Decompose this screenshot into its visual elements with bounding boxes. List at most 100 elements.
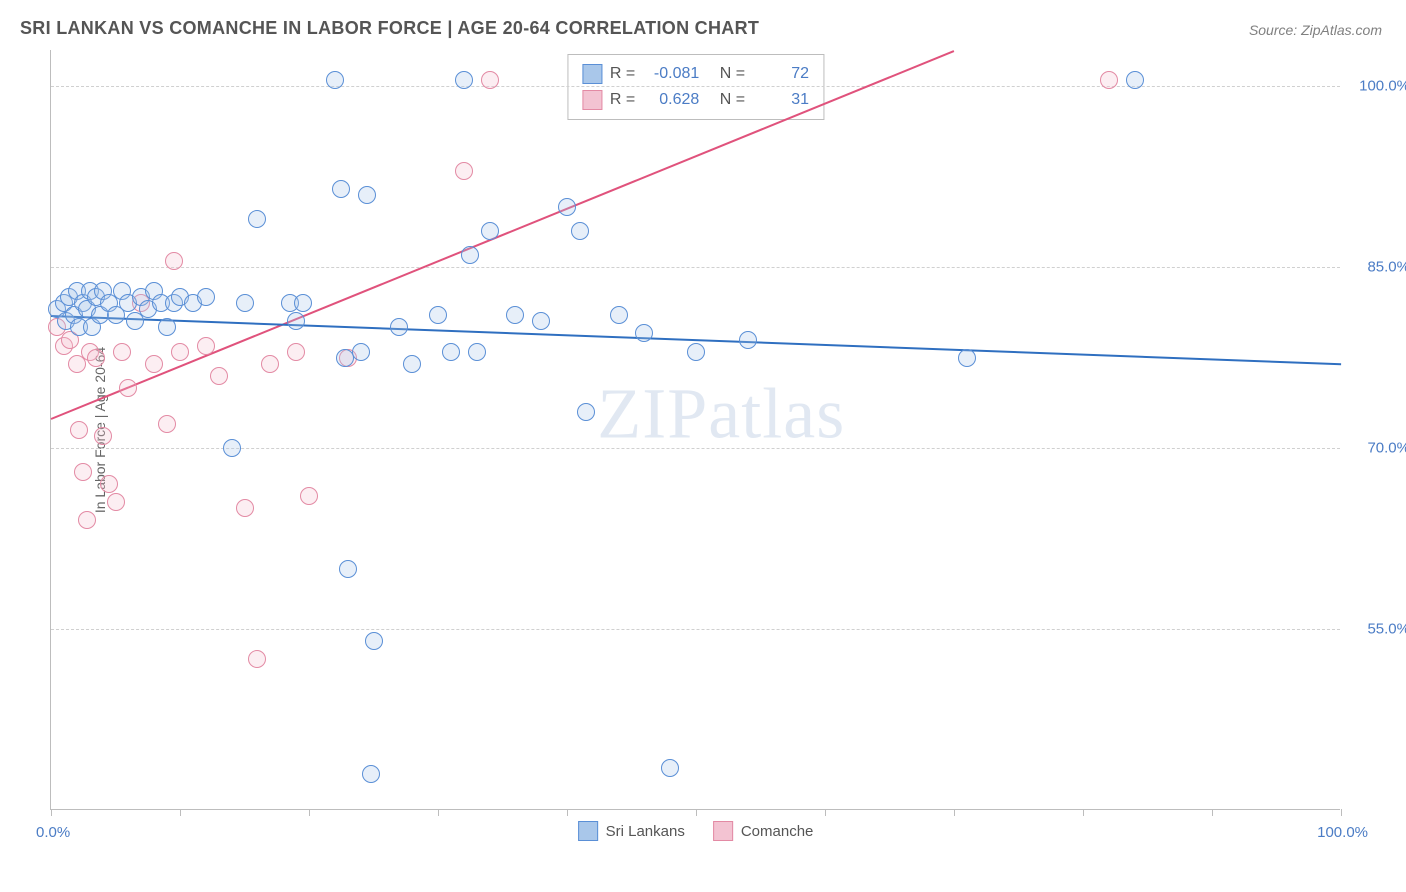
legend-item: Comanche — [713, 821, 814, 841]
data-point — [300, 487, 318, 505]
x-tick — [954, 809, 955, 816]
data-point — [119, 379, 137, 397]
data-point — [352, 343, 370, 361]
data-point — [100, 475, 118, 493]
x-tick-label-min: 0.0% — [36, 824, 70, 841]
data-point — [661, 759, 679, 777]
data-point — [158, 318, 176, 336]
r-label: R = — [610, 61, 635, 87]
data-point — [687, 343, 705, 361]
data-point — [78, 511, 96, 529]
swatch-icon — [582, 64, 602, 84]
data-point — [610, 306, 628, 324]
gridline — [51, 267, 1340, 268]
r-value: -0.081 — [643, 61, 699, 87]
x-tick — [438, 809, 439, 816]
data-point — [158, 415, 176, 433]
x-tick — [1212, 809, 1213, 816]
x-tick — [51, 809, 52, 816]
data-point — [571, 222, 589, 240]
data-point — [1100, 71, 1118, 89]
data-point — [481, 222, 499, 240]
data-point — [165, 252, 183, 270]
data-point — [261, 355, 279, 373]
gridline — [51, 86, 1340, 87]
data-point — [87, 349, 105, 367]
data-point — [287, 312, 305, 330]
series-name: Sri Lankans — [606, 823, 685, 840]
data-point — [287, 343, 305, 361]
swatch-icon — [713, 821, 733, 841]
series-name: Comanche — [741, 823, 814, 840]
y-tick-label: 85.0% — [1350, 259, 1406, 276]
watermark-suffix: atlas — [708, 374, 845, 454]
x-tick — [1341, 809, 1342, 816]
data-point — [197, 337, 215, 355]
data-point — [197, 288, 215, 306]
data-point — [294, 294, 312, 312]
data-point — [236, 499, 254, 517]
x-tick — [567, 809, 568, 816]
data-point — [248, 650, 266, 668]
data-point — [403, 355, 421, 373]
data-point — [365, 632, 383, 650]
data-point — [171, 343, 189, 361]
swatch-icon — [578, 821, 598, 841]
data-point — [461, 246, 479, 264]
legend-row: R = -0.081 N = 72 — [582, 61, 809, 87]
data-point — [332, 180, 350, 198]
y-tick-label: 55.0% — [1350, 621, 1406, 638]
n-label: N = — [720, 87, 745, 113]
plot-area: ZIPatlas In Labor Force | Age 20-64 0.0%… — [50, 50, 1340, 810]
n-value: 72 — [753, 61, 809, 87]
chart-title: SRI LANKAN VS COMANCHE IN LABOR FORCE | … — [20, 18, 759, 39]
data-point — [1126, 71, 1144, 89]
data-point — [635, 324, 653, 342]
data-point — [455, 71, 473, 89]
data-point — [429, 306, 447, 324]
data-point — [455, 162, 473, 180]
data-point — [70, 421, 88, 439]
trend-line — [51, 50, 955, 420]
data-point — [958, 349, 976, 367]
series-legend: Sri Lankans Comanche — [578, 821, 814, 841]
data-point — [362, 765, 380, 783]
data-point — [94, 427, 112, 445]
data-point — [74, 463, 92, 481]
y-tick-label: 100.0% — [1350, 78, 1406, 95]
n-value: 31 — [753, 87, 809, 113]
watermark-text: ZIP — [597, 374, 708, 454]
x-tick — [180, 809, 181, 816]
watermark: ZIPatlas — [597, 373, 845, 456]
gridline — [51, 629, 1340, 630]
source-label: Source: ZipAtlas.com — [1249, 22, 1382, 38]
x-tick — [1083, 809, 1084, 816]
data-point — [236, 294, 254, 312]
x-tick — [825, 809, 826, 816]
data-point — [248, 210, 266, 228]
data-point — [326, 71, 344, 89]
data-point — [107, 493, 125, 511]
r-value: 0.628 — [643, 87, 699, 113]
data-point — [145, 355, 163, 373]
data-point — [210, 367, 228, 385]
data-point — [468, 343, 486, 361]
data-point — [223, 439, 241, 457]
legend-item: Sri Lankans — [578, 821, 685, 841]
data-point — [558, 198, 576, 216]
data-point — [532, 312, 550, 330]
data-point — [506, 306, 524, 324]
data-point — [442, 343, 460, 361]
swatch-icon — [582, 90, 602, 110]
y-tick-label: 70.0% — [1350, 440, 1406, 457]
data-point — [390, 318, 408, 336]
x-tick — [696, 809, 697, 816]
data-point — [739, 331, 757, 349]
r-label: R = — [610, 87, 635, 113]
legend-row: R = 0.628 N = 31 — [582, 87, 809, 113]
data-point — [481, 71, 499, 89]
data-point — [339, 560, 357, 578]
data-point — [358, 186, 376, 204]
n-label: N = — [720, 61, 745, 87]
chart-container: SRI LANKAN VS COMANCHE IN LABOR FORCE | … — [0, 0, 1406, 892]
